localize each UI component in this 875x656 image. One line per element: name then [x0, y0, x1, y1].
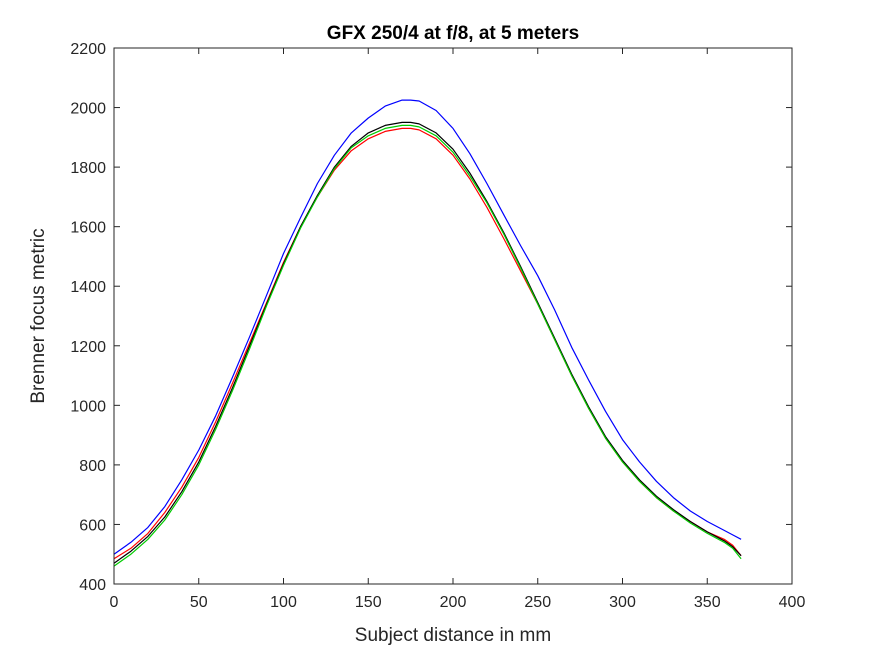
x-tick-label: 100 — [270, 594, 297, 611]
chart-title: GFX 250/4 at f/8, at 5 meters — [327, 23, 579, 44]
y-axis: 400 600 800 1000 1200 1400 1600 1800 2000 2200 — [70, 41, 792, 594]
x-tick-label: 400 — [779, 594, 806, 611]
x-tick-label: 50 — [190, 594, 208, 611]
series-layer — [113, 99, 742, 567]
x-tick-label: 0 — [110, 594, 119, 611]
x-tick-label: 350 — [694, 594, 721, 611]
y-tick-label: 2200 — [70, 41, 106, 58]
y-tick-label: 800 — [79, 458, 106, 475]
y-tick-label: 1800 — [70, 160, 106, 177]
y-tick-label: 1400 — [70, 279, 106, 296]
y-tick-label: 1600 — [70, 220, 106, 237]
y-tick-label: 400 — [79, 577, 106, 594]
x-tick-label: 200 — [440, 594, 467, 611]
y-tick-label: 2000 — [70, 101, 106, 118]
x-axis: 0 50 100 150 200 250 300 350 400 — [110, 48, 806, 611]
x-tick-label: 250 — [524, 594, 551, 611]
series-line-3 — [113, 121, 742, 564]
y-tick-label: 1000 — [70, 398, 106, 415]
x-tick-label: 150 — [355, 594, 382, 611]
y-axis-title: Brenner focus metric — [28, 228, 49, 403]
x-axis-title: Subject distance in mm — [355, 625, 551, 646]
series-line-1 — [113, 99, 742, 555]
series-line-4 — [113, 124, 742, 567]
y-tick-label: 1200 — [70, 339, 106, 356]
y-tick-label: 600 — [79, 517, 106, 534]
plot-area — [114, 48, 792, 584]
x-tick-label: 300 — [609, 594, 636, 611]
